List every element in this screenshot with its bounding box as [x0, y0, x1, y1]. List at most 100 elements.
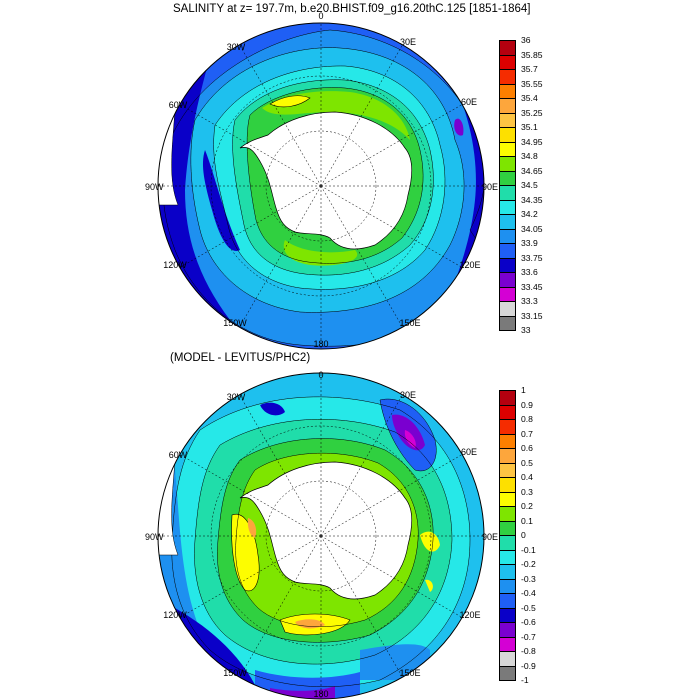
colorbar-label: 33 — [521, 325, 531, 335]
colorbar-label: -0.3 — [521, 573, 536, 584]
colorbar-label: 35.55 — [521, 78, 543, 89]
colorbar-label: -0.2 — [521, 559, 536, 569]
colorbar-box — [499, 83, 516, 99]
colorbar-label: 0.7 — [521, 428, 533, 439]
colorbar-label: -0.1 — [521, 544, 536, 555]
colorbar-box — [499, 69, 516, 85]
colorbar-box — [499, 549, 516, 565]
colorbar-box — [499, 448, 516, 464]
colorbar-label: 33.9 — [521, 238, 538, 248]
lon-label-180: 180 — [313, 339, 328, 349]
lon-label-150e: 150E — [399, 318, 420, 328]
salinity-colorbar: 36 35.85 35.7 35.55 35.4 35.25 35.1 34.95 34.8 34… — [499, 35, 559, 335]
colorbar-box — [499, 390, 516, 406]
colorbar-box — [499, 477, 516, 493]
colorbar-box — [499, 243, 516, 259]
colorbar-label: 34.65 — [521, 165, 543, 176]
lon-label-120w: 120W — [163, 610, 187, 620]
colorbar-label: 33.75 — [521, 252, 543, 263]
colorbar-label: 34.95 — [521, 136, 543, 147]
colorbar-box — [499, 315, 516, 331]
colorbar-label: 34.8 — [521, 151, 538, 161]
salinity-polar-map: 0 30E 60E 90E 120E 150E 180 150W 120W 90… — [145, 11, 498, 350]
colorbar-box — [499, 98, 516, 114]
lon-label-150e: 150E — [399, 668, 420, 678]
colorbar-box — [499, 593, 516, 609]
colorbar-box — [499, 651, 516, 667]
colorbar-label: -0.9 — [521, 660, 536, 671]
colorbar-label: -0.6 — [521, 617, 536, 627]
lon-label-0: 0 — [318, 11, 323, 21]
colorbar-box — [499, 199, 516, 215]
colorbar-box — [499, 185, 516, 201]
colorbar-box — [499, 433, 516, 449]
colorbar-box — [499, 607, 516, 623]
lon-label-90w: 90W — [145, 532, 164, 542]
lon-label-120e: 120E — [459, 260, 480, 270]
lon-label-60w: 60W — [169, 450, 188, 460]
colorbar-box — [499, 520, 516, 536]
colorbar-label: 34.5 — [521, 180, 538, 190]
colorbar-box — [499, 665, 516, 681]
colorbar-label: -0.5 — [521, 602, 536, 613]
lon-label-120e: 120E — [459, 610, 480, 620]
colorbar-box — [499, 491, 516, 507]
colorbar-box — [499, 257, 516, 273]
lon-label-60e: 60E — [461, 97, 477, 107]
colorbar-box — [499, 636, 516, 652]
colorbar-box — [499, 214, 516, 230]
lon-label-60e: 60E — [461, 447, 477, 457]
colorbar-box — [499, 419, 516, 435]
colorbar-box — [499, 228, 516, 244]
colorbar-label: 36 — [521, 35, 531, 45]
colorbar-label: 33.15 — [521, 310, 543, 321]
lon-label-90e: 90E — [482, 532, 498, 542]
colorbar-label: 0.3 — [521, 486, 533, 497]
lon-label-90w: 90W — [145, 182, 164, 192]
colorbar-box — [499, 112, 516, 128]
colorbar-box — [499, 54, 516, 70]
colorbar-label: 0.4 — [521, 472, 533, 482]
lon-label-30e: 30E — [400, 37, 416, 47]
lon-label-150w: 150W — [223, 318, 247, 328]
colorbar-label: 35.85 — [521, 49, 543, 60]
lon-label-120w: 120W — [163, 260, 187, 270]
colorbar-label: 34.2 — [521, 209, 538, 219]
colorbar-label: -0.7 — [521, 631, 536, 642]
colorbar-label: 35.1 — [521, 122, 538, 132]
lon-label-30e: 30E — [400, 390, 416, 400]
colorbar-label: 0.6 — [521, 443, 533, 453]
colorbar-box — [499, 156, 516, 172]
colorbar-box — [499, 564, 516, 580]
colorbar-box — [499, 301, 516, 317]
colorbar-label: -0.4 — [521, 588, 536, 598]
lon-label-180: 180 — [313, 689, 328, 699]
colorbar-box — [499, 170, 516, 186]
colorbar-label: 0.8 — [521, 414, 533, 424]
lon-label-30w: 30W — [227, 392, 246, 402]
colorbar-label: 0.2 — [521, 501, 533, 511]
colorbar-box — [499, 272, 516, 288]
panel-2-title: (MODEL - LEVITUS/PHC2) — [170, 352, 311, 364]
panel-1-title: SALINITY at z= 197.7m, b.e20.BHIST.f09_g… — [173, 3, 531, 15]
colorbar-label: 35.7 — [521, 64, 538, 74]
colorbar-label: 0 — [521, 530, 526, 540]
difference-colorbar: 1 0.9 0.8 0.7 0.6 0.5 0.4 0.3 0.2 0.1 0 -0.1 -0.2 -0.… — [499, 385, 559, 685]
colorbar-label: 33.6 — [521, 267, 538, 277]
colorbar-box — [499, 40, 516, 56]
colorbar-box — [499, 462, 516, 478]
lon-label-150w: 150W — [223, 668, 247, 678]
colorbar-label: 0.5 — [521, 457, 533, 468]
colorbar-box — [499, 127, 516, 143]
lon-label-90e: 90E — [482, 182, 498, 192]
colorbar-box — [499, 535, 516, 551]
colorbar-box — [499, 622, 516, 638]
colorbar-label: 35.4 — [521, 93, 538, 103]
colorbar-box — [499, 506, 516, 522]
colorbar-label: 35.25 — [521, 107, 543, 118]
colorbar-label: 33.45 — [521, 281, 543, 292]
lon-label-30w: 30W — [227, 42, 246, 52]
colorbar-box — [499, 404, 516, 420]
lon-label-0: 0 — [318, 370, 323, 380]
lon-label-60w: 60W — [169, 100, 188, 110]
